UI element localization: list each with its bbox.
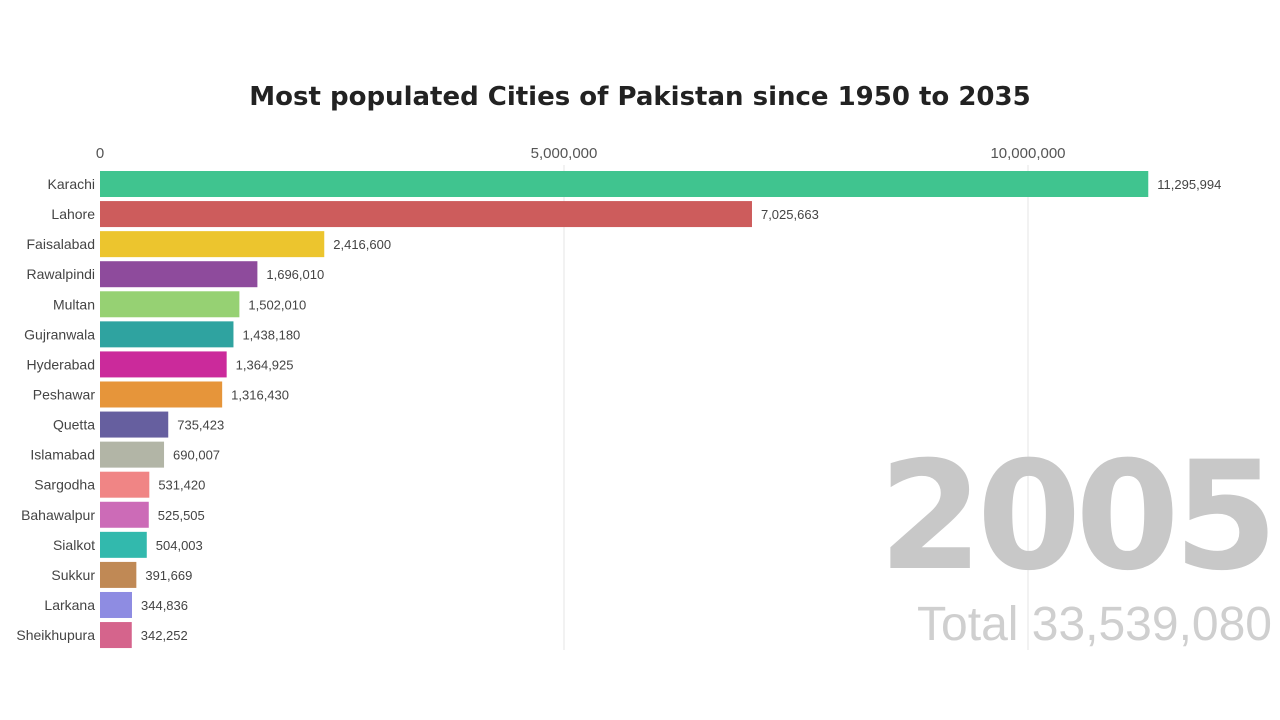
category-label: Quetta bbox=[53, 417, 95, 433]
bar-sargodha bbox=[100, 471, 150, 498]
value-label: 2,416,600 bbox=[333, 237, 391, 252]
value-label: 504,003 bbox=[156, 538, 203, 553]
bar-multan bbox=[100, 291, 240, 318]
x-tick-label: 0 bbox=[96, 145, 104, 162]
value-label: 735,423 bbox=[177, 418, 224, 433]
bar-hyderabad bbox=[100, 351, 227, 378]
category-label: Multan bbox=[53, 296, 95, 312]
category-label: Sialkot bbox=[53, 537, 95, 553]
value-label: 1,696,010 bbox=[266, 267, 324, 282]
bar-rawalpindi bbox=[100, 261, 258, 288]
category-label: Faisalabad bbox=[27, 236, 96, 252]
category-label: Sargodha bbox=[34, 477, 95, 493]
category-label: Gujranwala bbox=[24, 326, 95, 342]
value-label: 11,295,994 bbox=[1157, 177, 1221, 192]
category-label: Karachi bbox=[48, 176, 95, 192]
category-label: Rawalpindi bbox=[27, 266, 95, 282]
x-tick-label: 10,000,000 bbox=[990, 145, 1065, 162]
bar-lahore bbox=[100, 201, 752, 228]
bar-peshawar bbox=[100, 381, 223, 408]
value-label: 7,025,663 bbox=[761, 207, 819, 222]
bar-gujranwala bbox=[100, 321, 234, 348]
bar-quetta bbox=[100, 411, 169, 438]
value-label: 531,420 bbox=[158, 478, 205, 493]
category-label: Bahawalpur bbox=[21, 507, 95, 523]
x-tick-label: 5,000,000 bbox=[531, 145, 598, 162]
bar-sukkur bbox=[100, 561, 137, 588]
value-label: 1,364,925 bbox=[236, 357, 294, 372]
bar-bahawalpur bbox=[100, 501, 149, 528]
category-label: Larkana bbox=[44, 597, 95, 613]
bar-sheikhupura bbox=[100, 622, 132, 649]
bar-islamabad bbox=[100, 441, 165, 468]
bar-sialkot bbox=[100, 531, 147, 558]
value-label: 690,007 bbox=[173, 448, 220, 463]
bar-karachi bbox=[100, 171, 1149, 197]
value-label: 525,505 bbox=[158, 508, 205, 523]
value-label: 391,669 bbox=[145, 568, 192, 583]
category-label: Islamabad bbox=[30, 447, 95, 463]
value-label: 342,252 bbox=[141, 628, 188, 643]
value-label: 1,502,010 bbox=[248, 297, 306, 312]
bar-faisalabad bbox=[100, 231, 325, 258]
category-label: Hyderabad bbox=[27, 356, 96, 372]
value-label: 1,316,430 bbox=[231, 387, 289, 402]
year-label: 2005 bbox=[879, 430, 1272, 604]
category-label: Lahore bbox=[51, 206, 95, 222]
category-label: Peshawar bbox=[33, 386, 96, 402]
value-label: 344,836 bbox=[141, 598, 188, 613]
chart-title: Most populated Cities of Pakistan since … bbox=[249, 82, 1030, 112]
category-label: Sheikhupura bbox=[16, 627, 95, 643]
value-label: 1,438,180 bbox=[242, 327, 300, 342]
total-label: Total 33,539,080 bbox=[917, 598, 1272, 651]
bar-larkana bbox=[100, 591, 133, 618]
category-label: Sukkur bbox=[51, 567, 95, 583]
